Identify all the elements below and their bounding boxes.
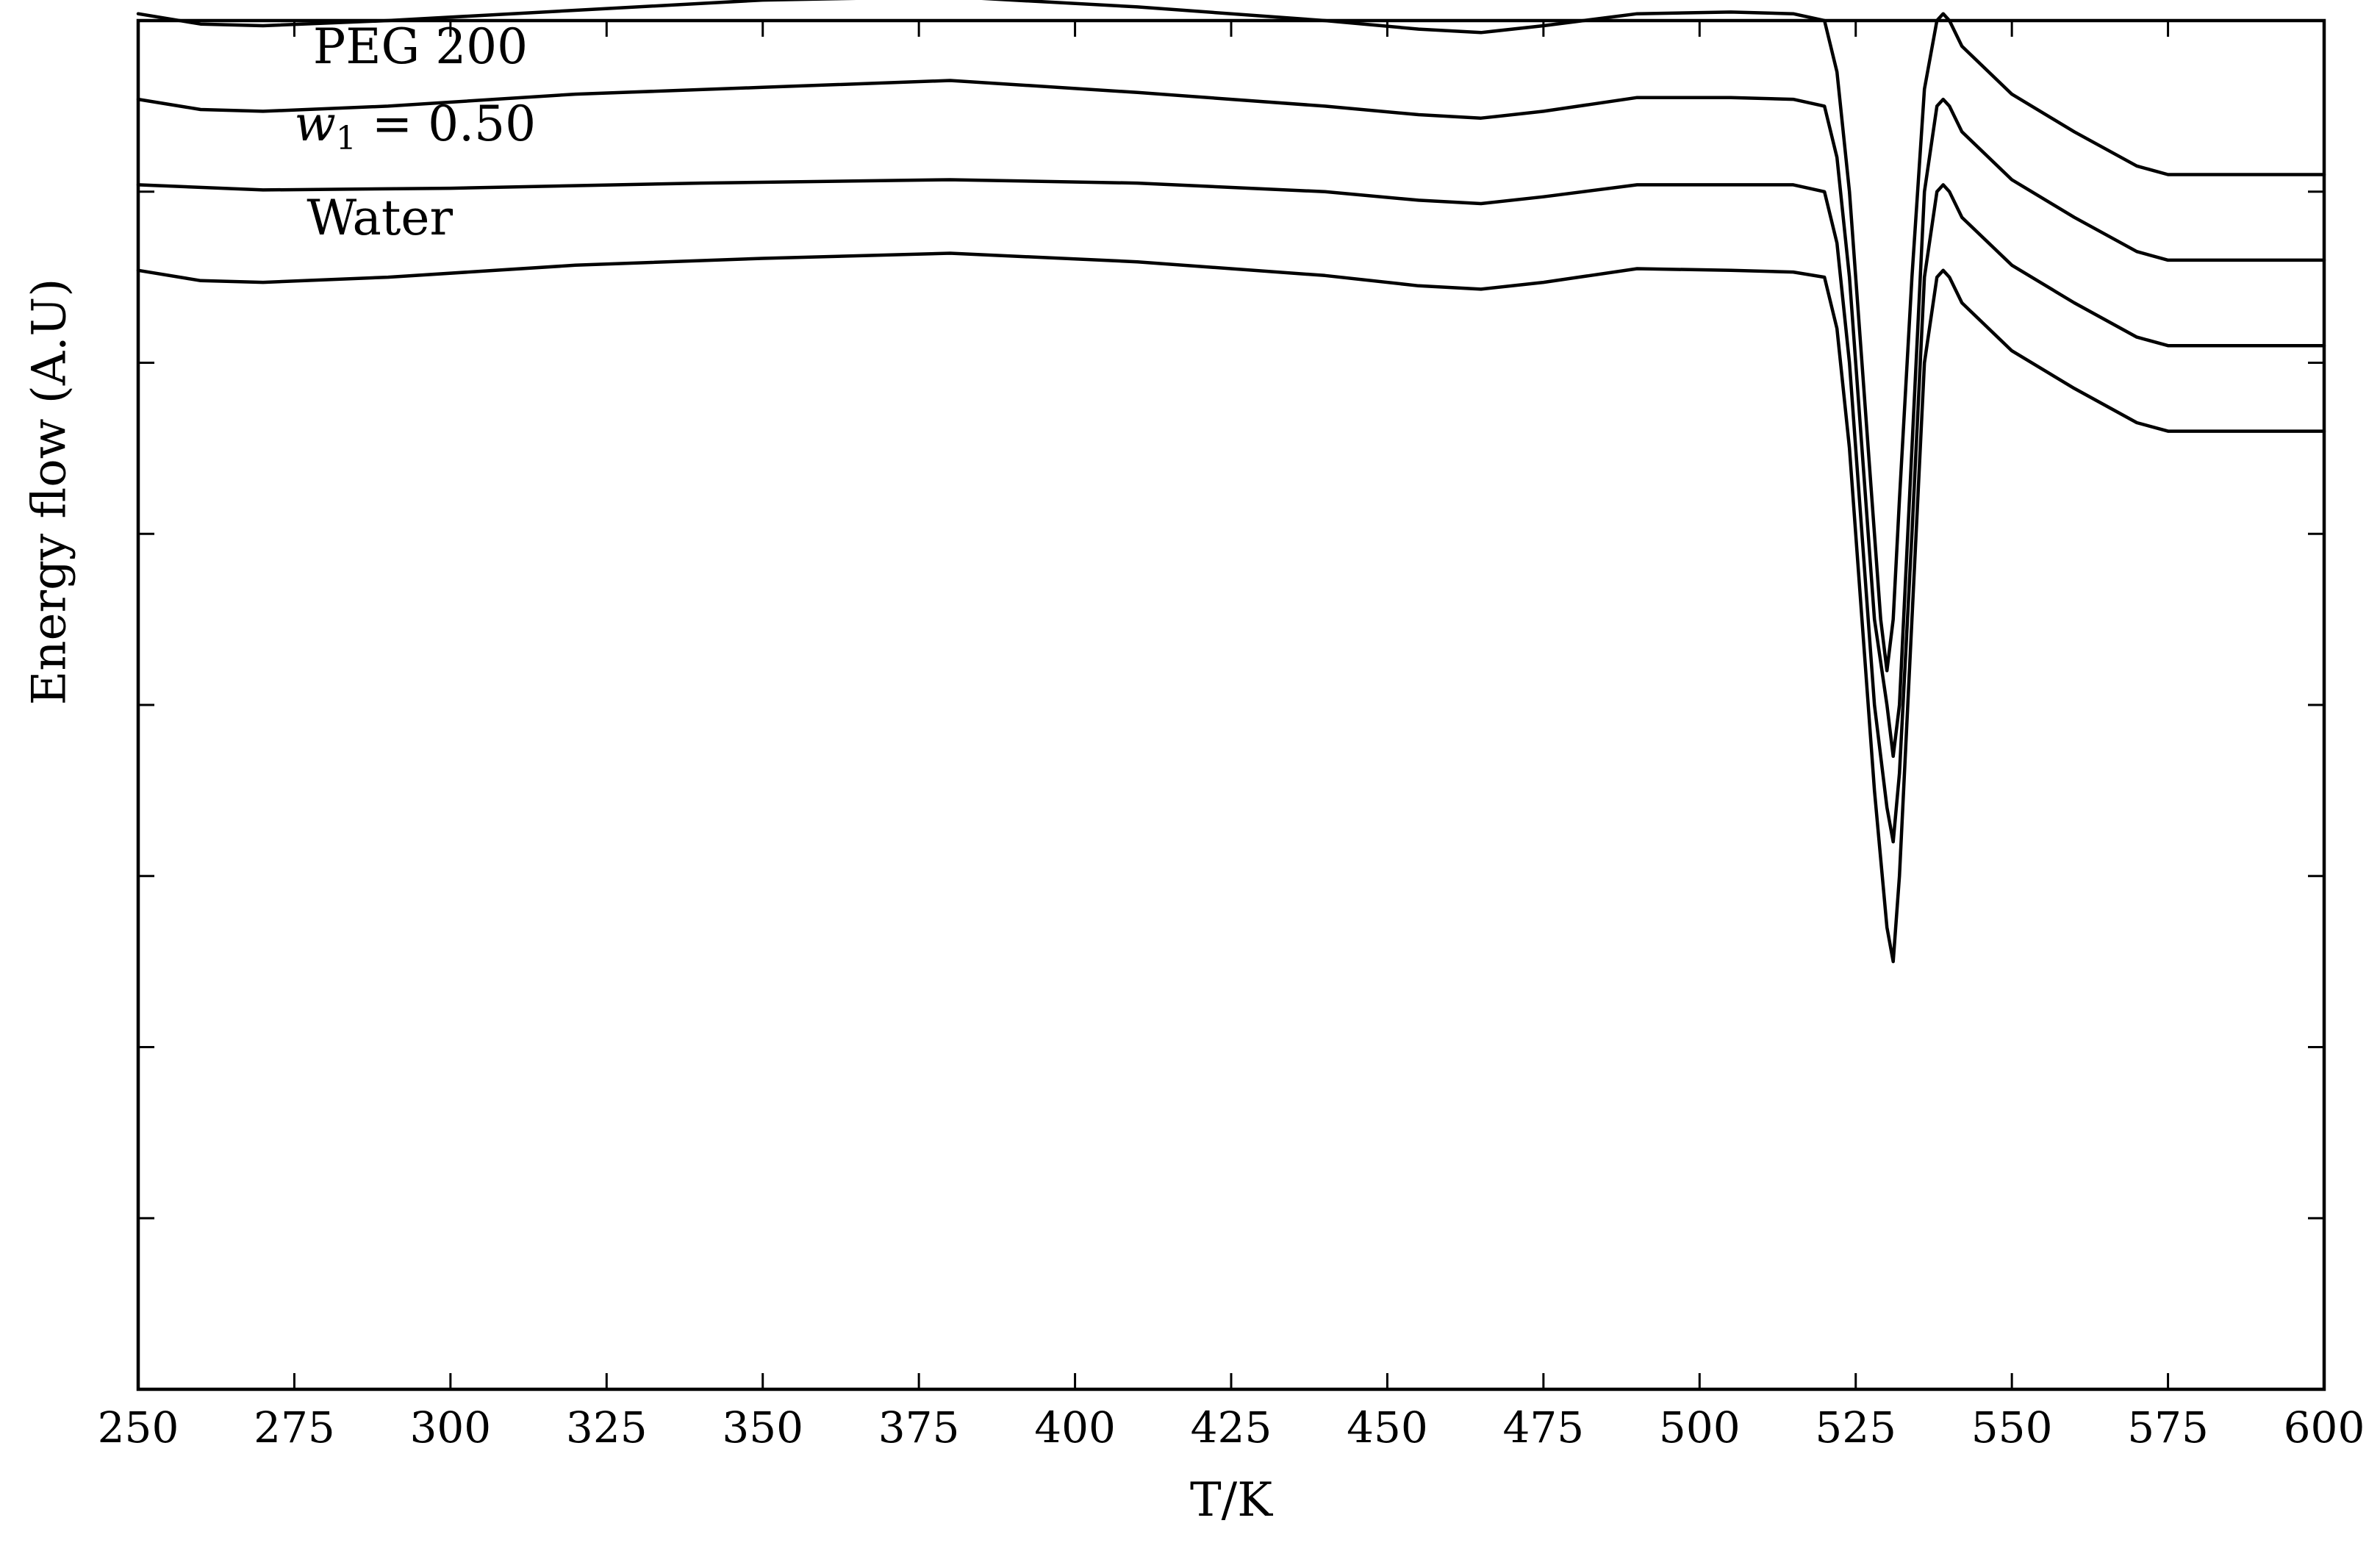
x-tick-label-325: 325 bbox=[566, 1403, 648, 1453]
x-tick-label-300: 300 bbox=[409, 1403, 491, 1453]
series-line-4 bbox=[136, 251, 2326, 964]
x-tick-label-575: 575 bbox=[2127, 1403, 2209, 1453]
x-tick-label-500: 500 bbox=[1659, 1403, 1741, 1453]
x-tick-label-425: 425 bbox=[1191, 1403, 1272, 1453]
y-axis-label: Energy flow (A.U) bbox=[23, 279, 77, 706]
x-tick-label-475: 475 bbox=[1502, 1403, 1584, 1453]
x-tick-label-350: 350 bbox=[722, 1403, 803, 1453]
series-line-3 bbox=[136, 178, 2326, 844]
x-tick-label-250: 250 bbox=[98, 1403, 179, 1453]
series-line-2 bbox=[136, 79, 2326, 759]
x-tick-label-525: 525 bbox=[1815, 1403, 1896, 1453]
x-tick-label-600: 600 bbox=[2284, 1403, 2365, 1453]
series-line-1 bbox=[136, 0, 2326, 673]
series-label-2: PEG 200 bbox=[313, 18, 528, 75]
x-tick-label-400: 400 bbox=[1034, 1403, 1116, 1453]
x-tick-label-550: 550 bbox=[1971, 1403, 2053, 1453]
axis-ticks: 250 275 300 325 350 375 400 425 450 475 500 525 550 5… bbox=[98, 21, 2365, 1453]
x-tick-label-375: 375 bbox=[878, 1403, 960, 1453]
series-label-3: w1 = 0.50 bbox=[294, 96, 536, 157]
series-label-4: Water bbox=[307, 190, 453, 246]
x-tick-label-450: 450 bbox=[1347, 1403, 1428, 1453]
plot-frame bbox=[136, 18, 2326, 1391]
x-tick-label-275: 275 bbox=[254, 1403, 335, 1453]
series-lines bbox=[136, 0, 2326, 964]
x-axis-label: T/K bbox=[1190, 1473, 1273, 1527]
